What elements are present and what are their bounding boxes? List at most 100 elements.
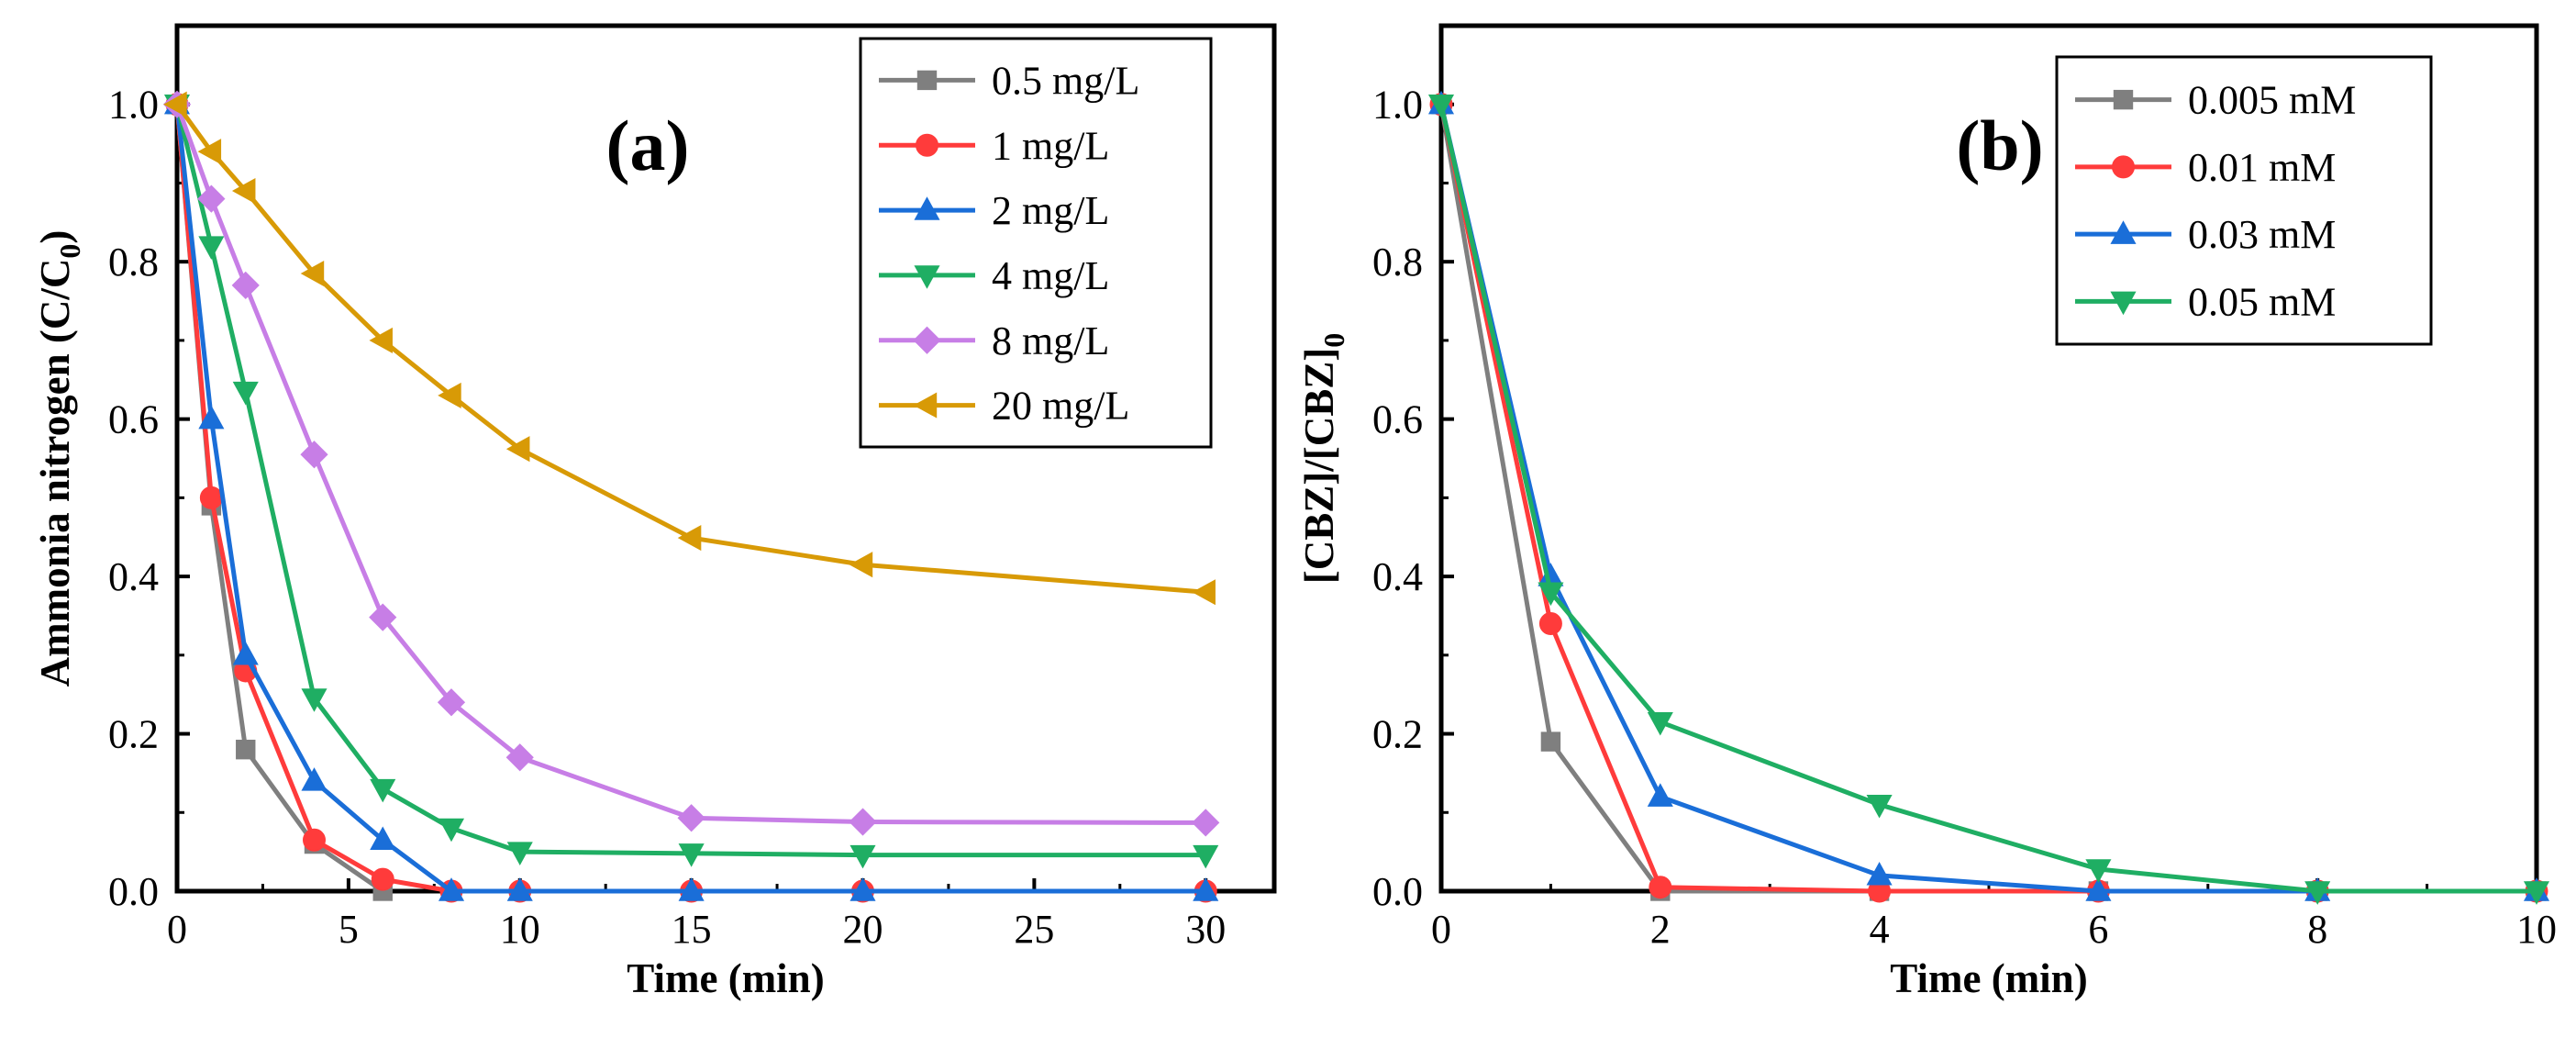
- legend-label: 0.05 mM: [2188, 279, 2336, 324]
- data-point: [300, 260, 325, 287]
- data-point: [849, 808, 877, 836]
- x-tick-label: 30: [1185, 907, 1226, 952]
- data-point: [301, 767, 328, 791]
- data-point: [198, 405, 225, 430]
- legend-swatch-marker: [2113, 89, 2134, 110]
- legend-swatch-marker: [2110, 220, 2137, 244]
- y-tick-label: 0.8: [1372, 240, 1423, 285]
- legend: 0.5 mg/L 1 mg/L 2 mg/L 4 mg/L 8 mg/L 20 mg/L: [859, 37, 1213, 449]
- series-20-mg-l: [163, 91, 1216, 606]
- data-point: [301, 688, 328, 712]
- x-tick-label: 0: [1431, 907, 1451, 952]
- data-point: [506, 877, 533, 901]
- data-point: [849, 552, 873, 578]
- x-tick-label: 5: [339, 907, 359, 952]
- x-axis-label: Time (min): [627, 955, 824, 1001]
- y-tick-label: 0.0: [1372, 869, 1423, 914]
- legend-label: 8 mg/L: [992, 318, 1109, 363]
- chart-panel-b: 0 2 4 6 8 10 0.0 0.2 0.4 0.6 0.8 1.0 Time (min) [CBZ]…: [1296, 23, 2557, 1001]
- legend-swatch-marker: [913, 392, 938, 419]
- legend-label: 4 mg/L: [992, 253, 1109, 298]
- data-point: [1866, 795, 1893, 819]
- data-point: [300, 441, 328, 469]
- data-point: [232, 641, 259, 665]
- legend-swatch-marker: [913, 326, 941, 354]
- data-point: [438, 877, 465, 901]
- legend-swatch-marker: [914, 265, 940, 289]
- y-tick-label: 0.0: [108, 869, 159, 914]
- legend: 0.005 mM 0.01 mM 0.03 mM 0.05 mM: [2055, 55, 2433, 346]
- data-point: [1193, 877, 1219, 901]
- x-tick-label: 15: [672, 907, 712, 952]
- data-point: [677, 525, 702, 552]
- panel-label: (a): [606, 106, 690, 185]
- data-point: [1866, 862, 1893, 886]
- data-point: [1192, 579, 1216, 606]
- x-tick-label: 10: [500, 907, 540, 952]
- legend-swatch-marker: [2110, 291, 2137, 316]
- legend-label: 0.005 mM: [2188, 78, 2356, 123]
- y-axis-label-subscript: 0: [1317, 333, 1350, 348]
- y-tick-label: 0.2: [1372, 712, 1423, 757]
- data-point: [1193, 844, 1219, 869]
- x-tick-label: 10: [2516, 907, 2557, 952]
- x-tick-label: 4: [1870, 907, 1890, 952]
- y-tick-label: 0.8: [108, 240, 159, 285]
- series-0-05-mm: [1427, 95, 2550, 905]
- legend-swatch-marker: [914, 196, 940, 220]
- data-point: [506, 842, 533, 865]
- y-axis-label-close: ): [32, 230, 78, 244]
- series-line: [174, 103, 1206, 825]
- data-point: [231, 271, 260, 300]
- data-point: [371, 867, 394, 891]
- data-point: [849, 877, 876, 901]
- y-axis-label-main: Ammonia nitrogen (C/C: [32, 259, 78, 687]
- legend-label: 0.01 mM: [2188, 145, 2336, 190]
- data-point: [677, 804, 705, 832]
- data-point: [438, 382, 461, 408]
- y-tick-label: 0.6: [1372, 397, 1423, 442]
- data-point: [2304, 881, 2331, 905]
- y-tick-label: 0.4: [1372, 554, 1423, 599]
- data-point: [1192, 809, 1220, 837]
- data-point: [505, 436, 530, 463]
- y-tick-label: 0.6: [108, 397, 159, 442]
- y-tick-label: 1.0: [108, 83, 159, 128]
- data-point: [1538, 612, 1562, 636]
- panel-label: (b): [1956, 106, 2043, 185]
- chart-panel-a: 0 5 10 15 20 25 30 0.0 0.2 0.4 0.6 0.8 1.0 Time (min)…: [32, 23, 1277, 1001]
- data-point: [437, 688, 466, 717]
- data-point: [2523, 881, 2550, 905]
- series-line: [174, 103, 1206, 595]
- data-point: [2085, 877, 2112, 901]
- legend-label: 20 mg/L: [992, 384, 1129, 429]
- y-tick-label: 0.2: [108, 712, 159, 757]
- series-8-mg-l: [162, 90, 1220, 837]
- y-tick-label: 1.0: [1372, 83, 1423, 128]
- legend-label: 0.03 mM: [2188, 212, 2336, 257]
- x-tick-label: 0: [167, 907, 187, 952]
- data-point: [1427, 95, 1455, 118]
- legend-label: 1 mg/L: [992, 123, 1109, 168]
- data-point: [231, 177, 256, 205]
- y-tick-label: 0.4: [108, 554, 159, 599]
- data-point: [505, 743, 534, 772]
- legend-label: 2 mg/L: [992, 188, 1109, 233]
- data-point: [369, 603, 397, 631]
- data-point: [232, 381, 259, 406]
- x-axis-label: Time (min): [1890, 955, 2087, 1001]
- data-point: [369, 327, 393, 353]
- data-point: [197, 184, 226, 213]
- data-point: [199, 486, 223, 509]
- data-point: [163, 91, 187, 117]
- legend-box: [859, 37, 1213, 449]
- legend-swatch-marker: [916, 133, 938, 157]
- data-point: [678, 843, 705, 867]
- data-point: [197, 139, 222, 165]
- data-point: [1647, 711, 1673, 736]
- data-point: [1647, 783, 1673, 807]
- x-tick-label: 25: [1014, 907, 1054, 952]
- data-point: [370, 826, 396, 850]
- data-point: [1540, 731, 1561, 752]
